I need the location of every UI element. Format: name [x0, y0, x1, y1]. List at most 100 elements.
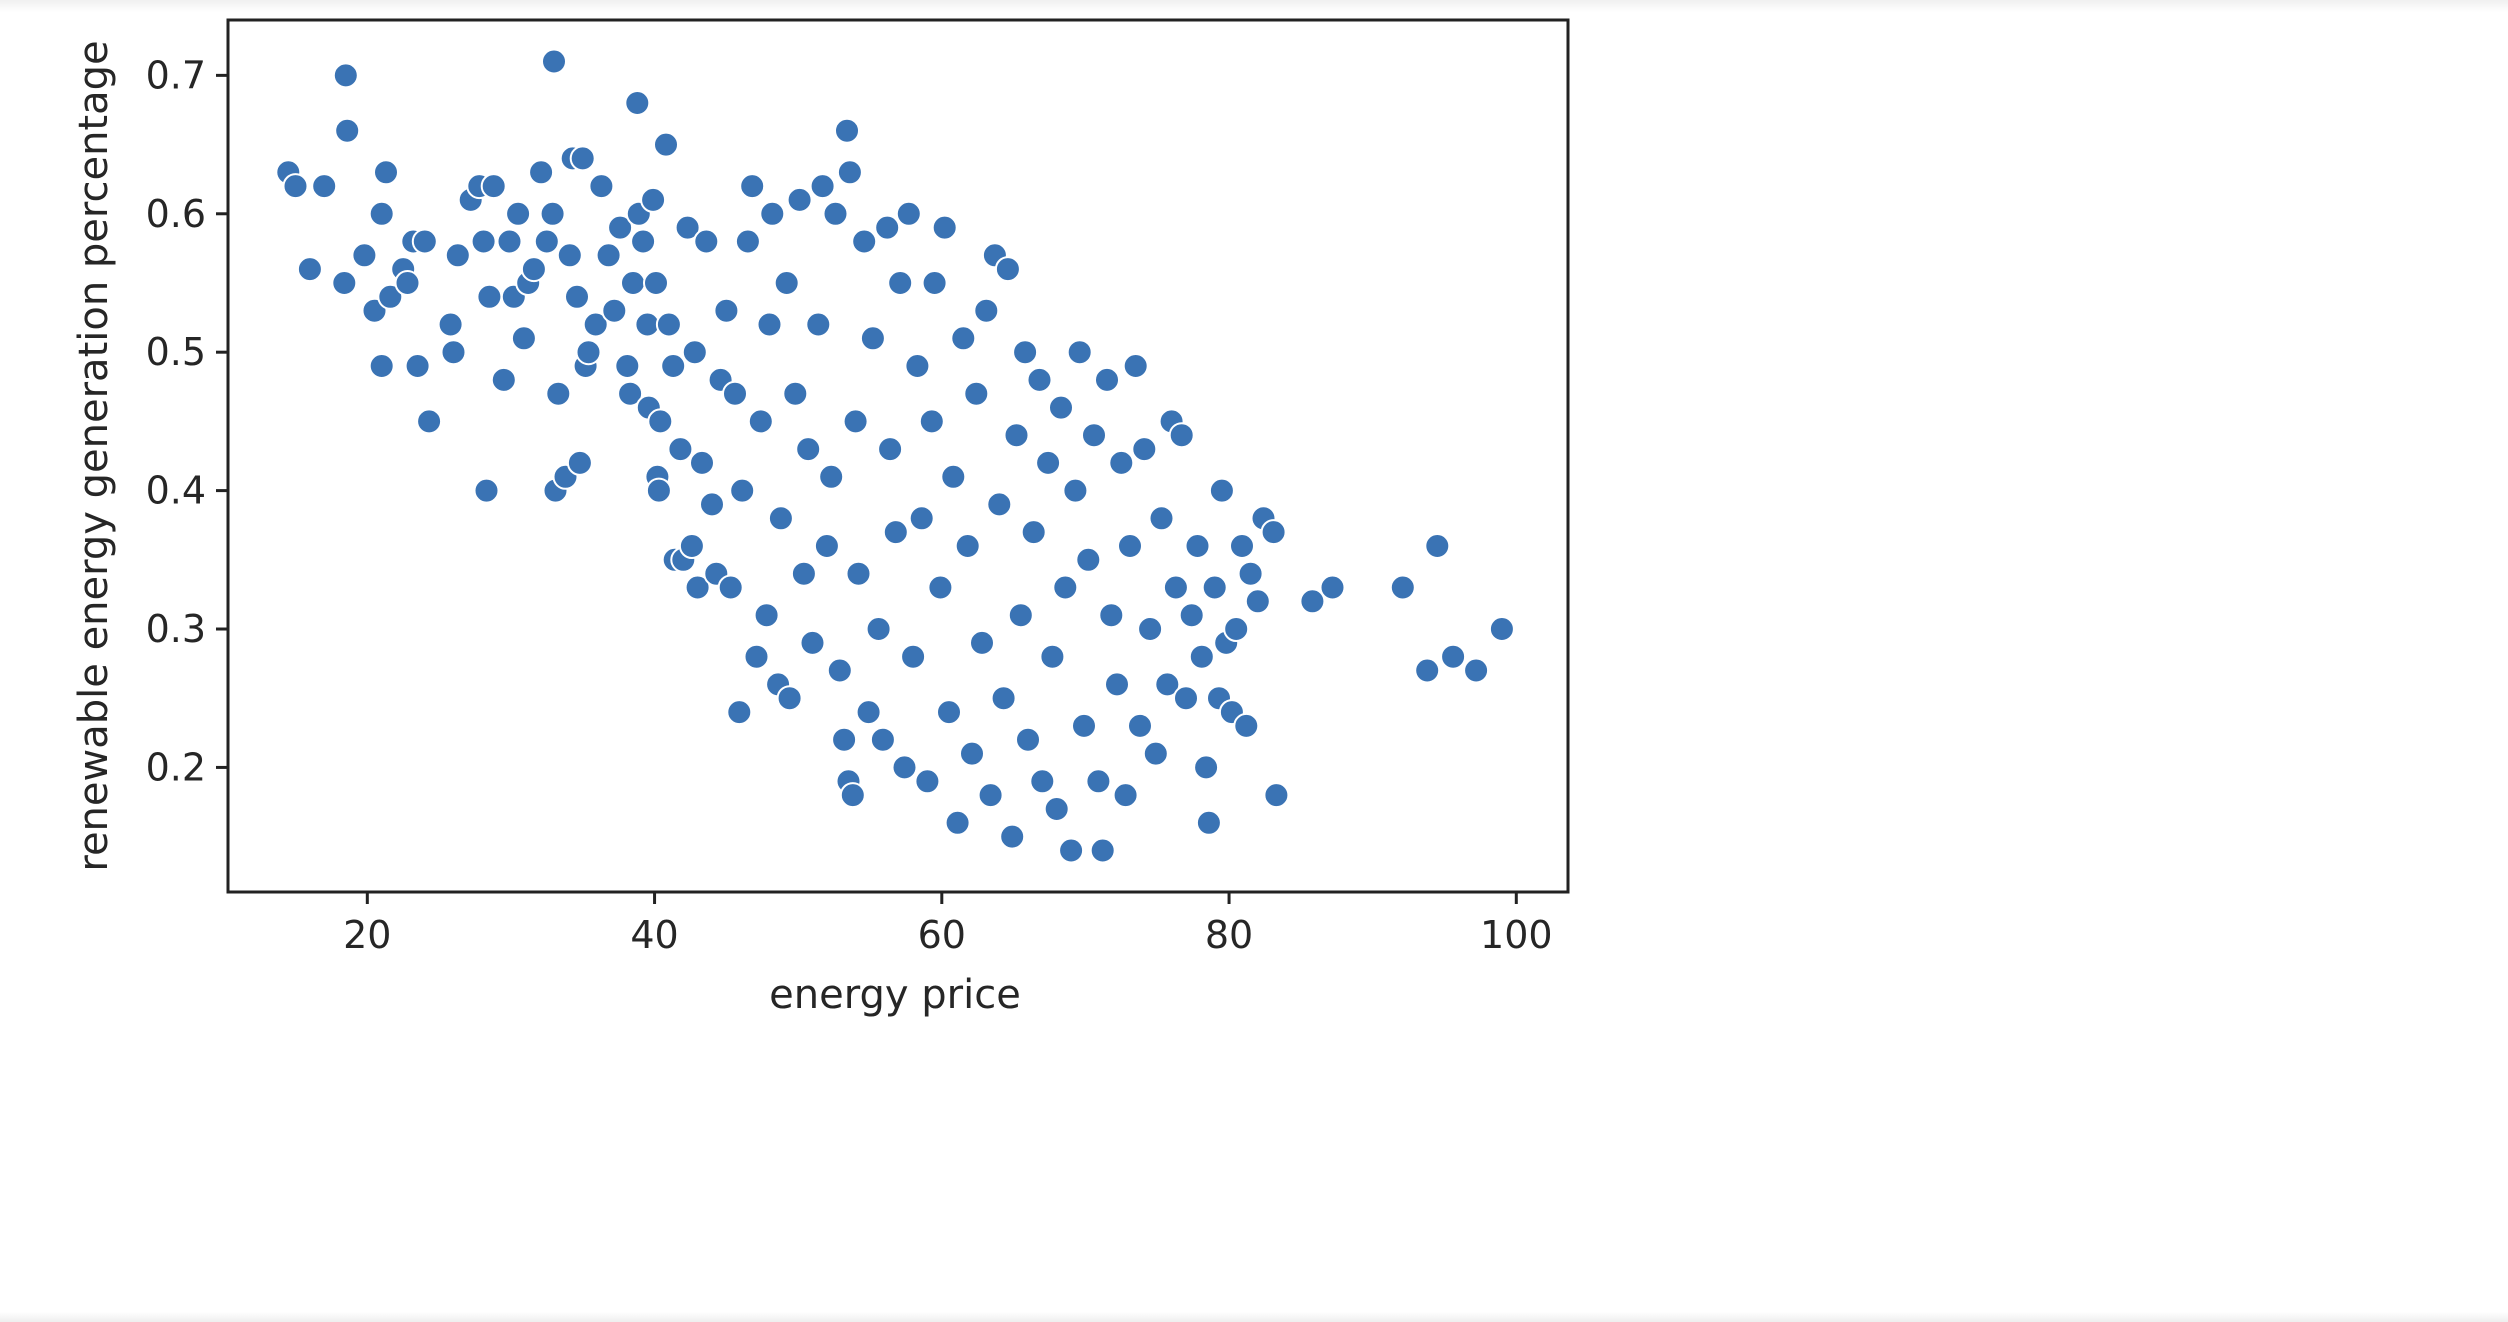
scatter-point-140: [959, 740, 985, 767]
scatter-point-129: [908, 505, 935, 532]
scatter-point-154: [1020, 519, 1047, 546]
scatter-point-65: [645, 477, 672, 504]
y-tick-label: 0.4: [146, 469, 206, 513]
scatter-point-32: [510, 325, 537, 352]
scatter-point-180: [1142, 740, 1169, 767]
scatter-point-115: [845, 560, 872, 587]
scatter-point-197: [1223, 616, 1250, 642]
x-axis-label: energy price: [769, 972, 1021, 1018]
scatter-point-67: [653, 131, 679, 158]
scatter-point-155: [1026, 366, 1053, 393]
scatter-point-59: [630, 228, 657, 255]
scatter-point-169: [1089, 837, 1116, 864]
scatter-point-164: [1066, 339, 1093, 366]
scatter-point-199: [1233, 712, 1260, 739]
scatter-point-112: [836, 159, 863, 186]
scatter-point-198: [1229, 533, 1255, 559]
data-points: [275, 48, 1515, 864]
scatter-point-50: [588, 173, 615, 200]
scatter-point-143: [973, 297, 1000, 324]
scatter-point-106: [818, 463, 845, 490]
scatter-point-165: [1071, 712, 1097, 739]
scatter-point-203: [1263, 782, 1290, 809]
scatter-point-38: [541, 48, 567, 75]
scatter-point-48: [575, 339, 602, 366]
scatter-point-98: [782, 380, 809, 407]
scatter-point-166: [1075, 546, 1102, 573]
scatter-point-162: [1058, 837, 1085, 864]
scatter-point-134: [931, 214, 958, 241]
scatter-point-83: [717, 574, 744, 601]
page-bottom-edge: [0, 1312, 2508, 1322]
plot-frame: [226, 18, 1570, 894]
scatter-point-49: [582, 311, 609, 338]
scatter-point-187: [1178, 602, 1205, 629]
scatter-point-74: [678, 533, 705, 559]
scatter-point-137: [944, 809, 971, 836]
scatter-point-205: [1299, 588, 1326, 615]
scatter-point-153: [1015, 726, 1041, 753]
scatter-point-138: [950, 325, 977, 352]
scatter-point-200: [1237, 560, 1264, 587]
scatter-point-178: [1131, 436, 1158, 463]
scatter-point-79: [699, 491, 725, 518]
scatter-point-19: [437, 311, 464, 338]
scatter-point-127: [900, 643, 927, 670]
scatter-point-55: [617, 380, 644, 407]
scatter-point-100: [790, 560, 817, 587]
scatter-point-167: [1081, 422, 1107, 449]
scatter-point-117: [855, 699, 882, 726]
y-tick-label: 0.6: [146, 192, 206, 236]
scatter-point-78: [693, 228, 720, 255]
scatter-point-177: [1127, 712, 1153, 739]
scatter-point-95: [767, 505, 794, 532]
scatter-point-124: [887, 270, 914, 296]
scatter-point-189: [1188, 643, 1215, 670]
scatter-point-109: [831, 726, 858, 753]
scatter-point-87: [734, 228, 761, 255]
scatter-point-68: [655, 311, 682, 338]
scatter-point-58: [624, 90, 651, 116]
scatter-point-31: [505, 200, 532, 227]
scatter-point-24: [470, 228, 497, 255]
scatter-point-90: [747, 408, 774, 435]
scatter-point-123: [882, 519, 909, 546]
scatter-point-135: [936, 699, 962, 726]
scatter-point-133: [927, 574, 954, 601]
scatter-point-51: [595, 242, 622, 269]
scatter-point-25: [476, 283, 503, 310]
scatter-point-89: [743, 643, 770, 670]
scatter-point-128: [904, 353, 931, 379]
scatter-point-63: [643, 270, 669, 296]
scatter-point-39: [545, 380, 572, 407]
scatter-point-18: [416, 408, 443, 435]
scatter-point-149: [999, 823, 1026, 850]
scatter-point-104: [809, 173, 836, 200]
scatter-point-185: [1168, 422, 1195, 449]
scatter-point-92: [756, 311, 783, 338]
scatter-point-20: [440, 339, 467, 366]
scatter-point-212: [1488, 616, 1515, 642]
scatter-point-171: [1098, 602, 1125, 629]
scatter-point-85: [726, 699, 753, 726]
scatter-point-93: [759, 200, 786, 227]
scatter-point-188: [1184, 533, 1211, 559]
x-tick-label: 60: [918, 913, 966, 957]
y-tick-label: 0.5: [146, 330, 206, 374]
scatter-point-148: [994, 256, 1021, 283]
scatter-point-192: [1201, 574, 1228, 601]
scatter-point-28: [490, 366, 517, 393]
scatter-point-209: [1424, 533, 1451, 559]
scatter-point-141: [963, 380, 990, 407]
page-top-edge: [0, 0, 2508, 12]
scatter-point-160: [1048, 394, 1074, 421]
scatter-point-122: [877, 436, 904, 463]
scatter-point-139: [954, 533, 981, 559]
scatter-point-184: [1162, 574, 1189, 601]
scatter-point-157: [1035, 449, 1062, 476]
scatter-point-12: [368, 353, 395, 379]
scatter-point-97: [776, 685, 803, 712]
scatter-point-163: [1062, 477, 1089, 504]
scatter-point-54: [614, 353, 641, 379]
scatter-point-150: [1003, 422, 1030, 449]
